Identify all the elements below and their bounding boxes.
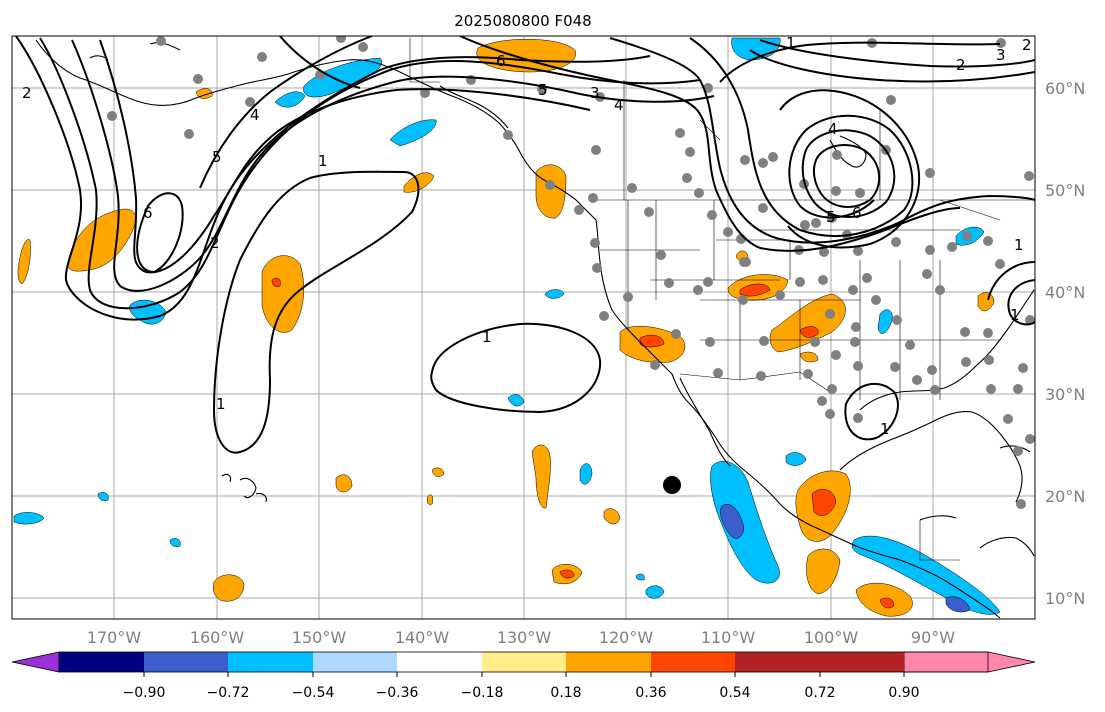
colorbar-tick-label: −0.36: [376, 685, 419, 701]
lon-label: 90°W: [911, 628, 955, 647]
lat-label: 20°N: [1045, 487, 1085, 506]
lon-label: 170°W: [87, 628, 142, 647]
lon-label: 120°W: [599, 628, 654, 647]
colorbar-segment: [735, 652, 820, 672]
colorbar-tick-label: −0.72: [207, 685, 250, 701]
colorbar-frame: [58, 651, 989, 673]
contour-label: 1: [318, 152, 328, 170]
lon-label: 160°W: [190, 628, 245, 647]
map-panel: 6 5 4 3 2 1 2 6 5 4 1 1 1 1 1 2 6 5 4 3: [11, 34, 1036, 620]
lat-label: 10°N: [1045, 589, 1085, 608]
longitude-labels: 170°W 160°W 150°W 140°W 130°W 120°W 110°…: [87, 628, 955, 647]
colorbar-segment: [228, 652, 313, 672]
lon-label: 100°W: [804, 628, 859, 647]
contour-label: 6: [852, 204, 862, 222]
colorbar-tick-label: 0.90: [888, 685, 919, 701]
colorbar-tick-label: −0.90: [123, 685, 166, 701]
colorbar-max-extension: [903, 651, 1036, 673]
coastlines: [35, 39, 1035, 619]
colorbar-tick-label: 0.72: [804, 685, 835, 701]
colorbar: −0.90 −0.72 −0.54 −0.36 −0.18 0.18 0.36 …: [11, 651, 1036, 701]
contour-label: 4: [614, 96, 624, 114]
contour-label: 3: [590, 84, 600, 102]
contour-label: 2: [956, 56, 966, 74]
colorbar-tick-label: −0.18: [461, 685, 504, 701]
colorbar-segment: [651, 652, 735, 672]
contour-label: 6: [496, 52, 506, 70]
colorbar-segment: [397, 652, 482, 672]
contour-label: 2: [22, 84, 32, 102]
colorbar-min-extension: [11, 651, 60, 673]
contour-label: 1: [1010, 306, 1020, 324]
lon-label: 130°W: [497, 628, 552, 647]
lon-label: 140°W: [395, 628, 450, 647]
colorbar-segment: [482, 652, 566, 672]
lat-label: 40°N: [1045, 283, 1085, 302]
contour-label: 2: [1022, 36, 1032, 54]
contour-label: 1: [786, 34, 796, 52]
contour-label: 3: [996, 46, 1006, 64]
latitude-labels: 60°N 50°N 40°N 30°N 20°N 10°N: [1045, 79, 1085, 608]
colorbar-segment: [313, 652, 397, 672]
contour-label: 4: [828, 120, 838, 138]
contour-labels: 6 5 4 3 2 1 2 6 5 4 1 1 1 1 1 2 6 5 4 3: [22, 34, 1032, 438]
map-title: 2025080800 F048: [454, 12, 591, 30]
contour-label: 2: [210, 234, 220, 252]
shaded-anomalies: [13, 37, 1001, 617]
colorbar-segment: [144, 652, 228, 672]
contour-label: 4: [250, 106, 260, 124]
graticule: [12, 36, 1035, 619]
reference-point-marker: [663, 476, 681, 494]
station-markers: [107, 36, 1035, 509]
colorbar-segment: [566, 652, 651, 672]
colorbar-segment: [820, 652, 904, 672]
contour-label: 1: [1014, 236, 1024, 254]
colorbar-tick-label: −0.54: [292, 685, 335, 701]
lat-label: 50°N: [1045, 181, 1085, 200]
contour-label: 5: [538, 81, 548, 99]
contour-lines: [15, 36, 1035, 454]
colorbar-ticks: [143, 672, 905, 677]
map-frame: [11, 35, 1036, 620]
lat-label: 30°N: [1045, 385, 1085, 404]
contour-label: 5: [826, 208, 836, 226]
lon-label: 150°W: [292, 628, 347, 647]
colorbar-segment: [59, 652, 144, 672]
colorbar-tick-label: 0.36: [635, 685, 666, 701]
contour-label: 6: [143, 204, 153, 222]
contour-label: 1: [482, 328, 492, 346]
lat-label: 60°N: [1045, 79, 1085, 98]
contour-label: 1: [216, 395, 226, 413]
lon-label: 110°W: [701, 628, 756, 647]
contour-label: 5: [212, 148, 222, 166]
colorbar-tick-label: 0.18: [550, 685, 581, 701]
colorbar-tick-label: 0.54: [719, 685, 750, 701]
contour-label: 1: [880, 420, 890, 438]
